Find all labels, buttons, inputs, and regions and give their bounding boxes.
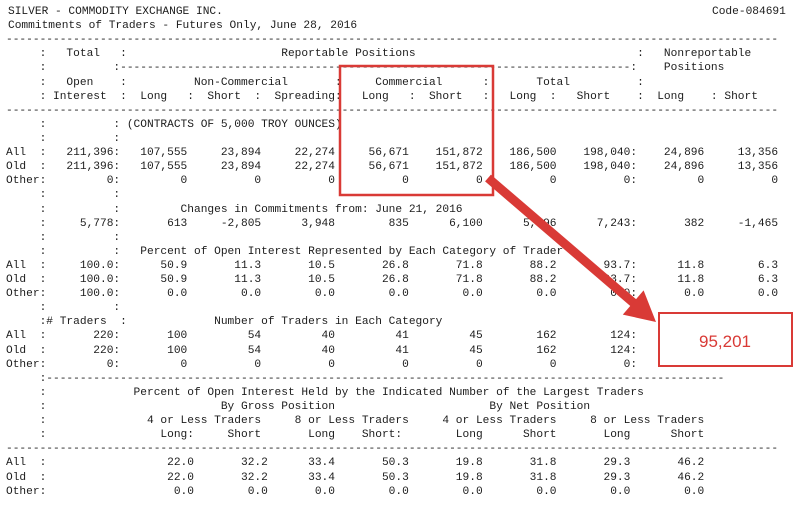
report-line: Old : 100.0: 50.9 11.3 10.5 26.8 71.8 88… [6, 274, 779, 287]
highlight-box [338, 64, 495, 197]
report-line: : Open : Non-Commercial : Commercial : T… [6, 76, 644, 89]
report-line: :# Traders : Number of Traders in Each C… [6, 316, 443, 329]
callout-box [658, 312, 793, 367]
contract-code: Code-084691 [712, 6, 786, 18]
report-line: : 4 or Less Traders 8 or Less Traders 4 … [6, 415, 705, 428]
report-line: : :-------------------------------------… [6, 62, 725, 75]
report-line: : : [6, 132, 121, 145]
report-line: Old : 211,396: 107,555 23,894 22,274 56,… [6, 161, 779, 174]
report-line: All : 211,396: 107,555 23,894 22,274 56,… [6, 147, 779, 160]
report-line: All : 22.0 32.2 33.4 50.3 19.8 31.8 29.3… [6, 457, 705, 470]
report-line: : Long: Short Long Short: Long Short Lon… [6, 429, 705, 442]
report-line: : : Percent of Open Interest Represented… [6, 245, 564, 258]
report-body: ----------------------------------------… [6, 33, 778, 499]
report-line: : By Gross Position By Net Position [6, 401, 591, 414]
callout-value: 95,201 [699, 332, 751, 351]
report-line: : Interest : Long : Short : Spreading: L… [6, 90, 758, 103]
report-line: : : [6, 189, 121, 202]
report-line: :---------------------------------------… [6, 372, 725, 385]
report-line: All : 220: 100 54 40 41 45 162 124: [6, 330, 638, 343]
report-line: Other: 0: 0 0 0 0 0 0 0: 0 0 [6, 175, 779, 188]
report-line: ----------------------------------------… [6, 34, 779, 47]
arrow-head [622, 290, 656, 322]
exchange-title: SILVER - COMMODITY EXCHANGE INC. [8, 6, 223, 18]
report-line: ----------------------------------------… [6, 443, 779, 456]
report-line: Old : 220: 100 54 40 41 45 162 124: [6, 344, 638, 357]
report-line: : : (CONTRACTS OF 5,000 TROY OUNCES) [6, 118, 342, 131]
report-line: Other: 0.0 0.0 0.0 0.0 0.0 0.0 0.0 0.0 [6, 485, 705, 498]
report-line: Old : 22.0 32.2 33.4 50.3 19.8 31.8 29.3… [6, 471, 705, 484]
report-line: : : [6, 231, 121, 244]
report-line: : Total : Reportable Positions : Nonrepo… [6, 48, 752, 61]
arrow-shaft [485, 174, 639, 309]
report-subtitle: Commitments of Traders - Futures Only, J… [8, 20, 358, 32]
report-line: All : 100.0: 50.9 11.3 10.5 26.8 71.8 88… [6, 259, 779, 272]
report-line: Other: 0: 0 0 0 0 0 0 0: [6, 358, 638, 371]
report-line: : Percent of Open Interest Held by the I… [6, 386, 644, 399]
report-line: : : [6, 302, 121, 315]
report-line: : : Changes in Commitments from: June 21… [6, 203, 463, 216]
report-line: Other: 100.0: 0.0 0.0 0.0 0.0 0.0 0.0 0.… [6, 288, 779, 301]
report-line: ----------------------------------------… [6, 104, 779, 117]
